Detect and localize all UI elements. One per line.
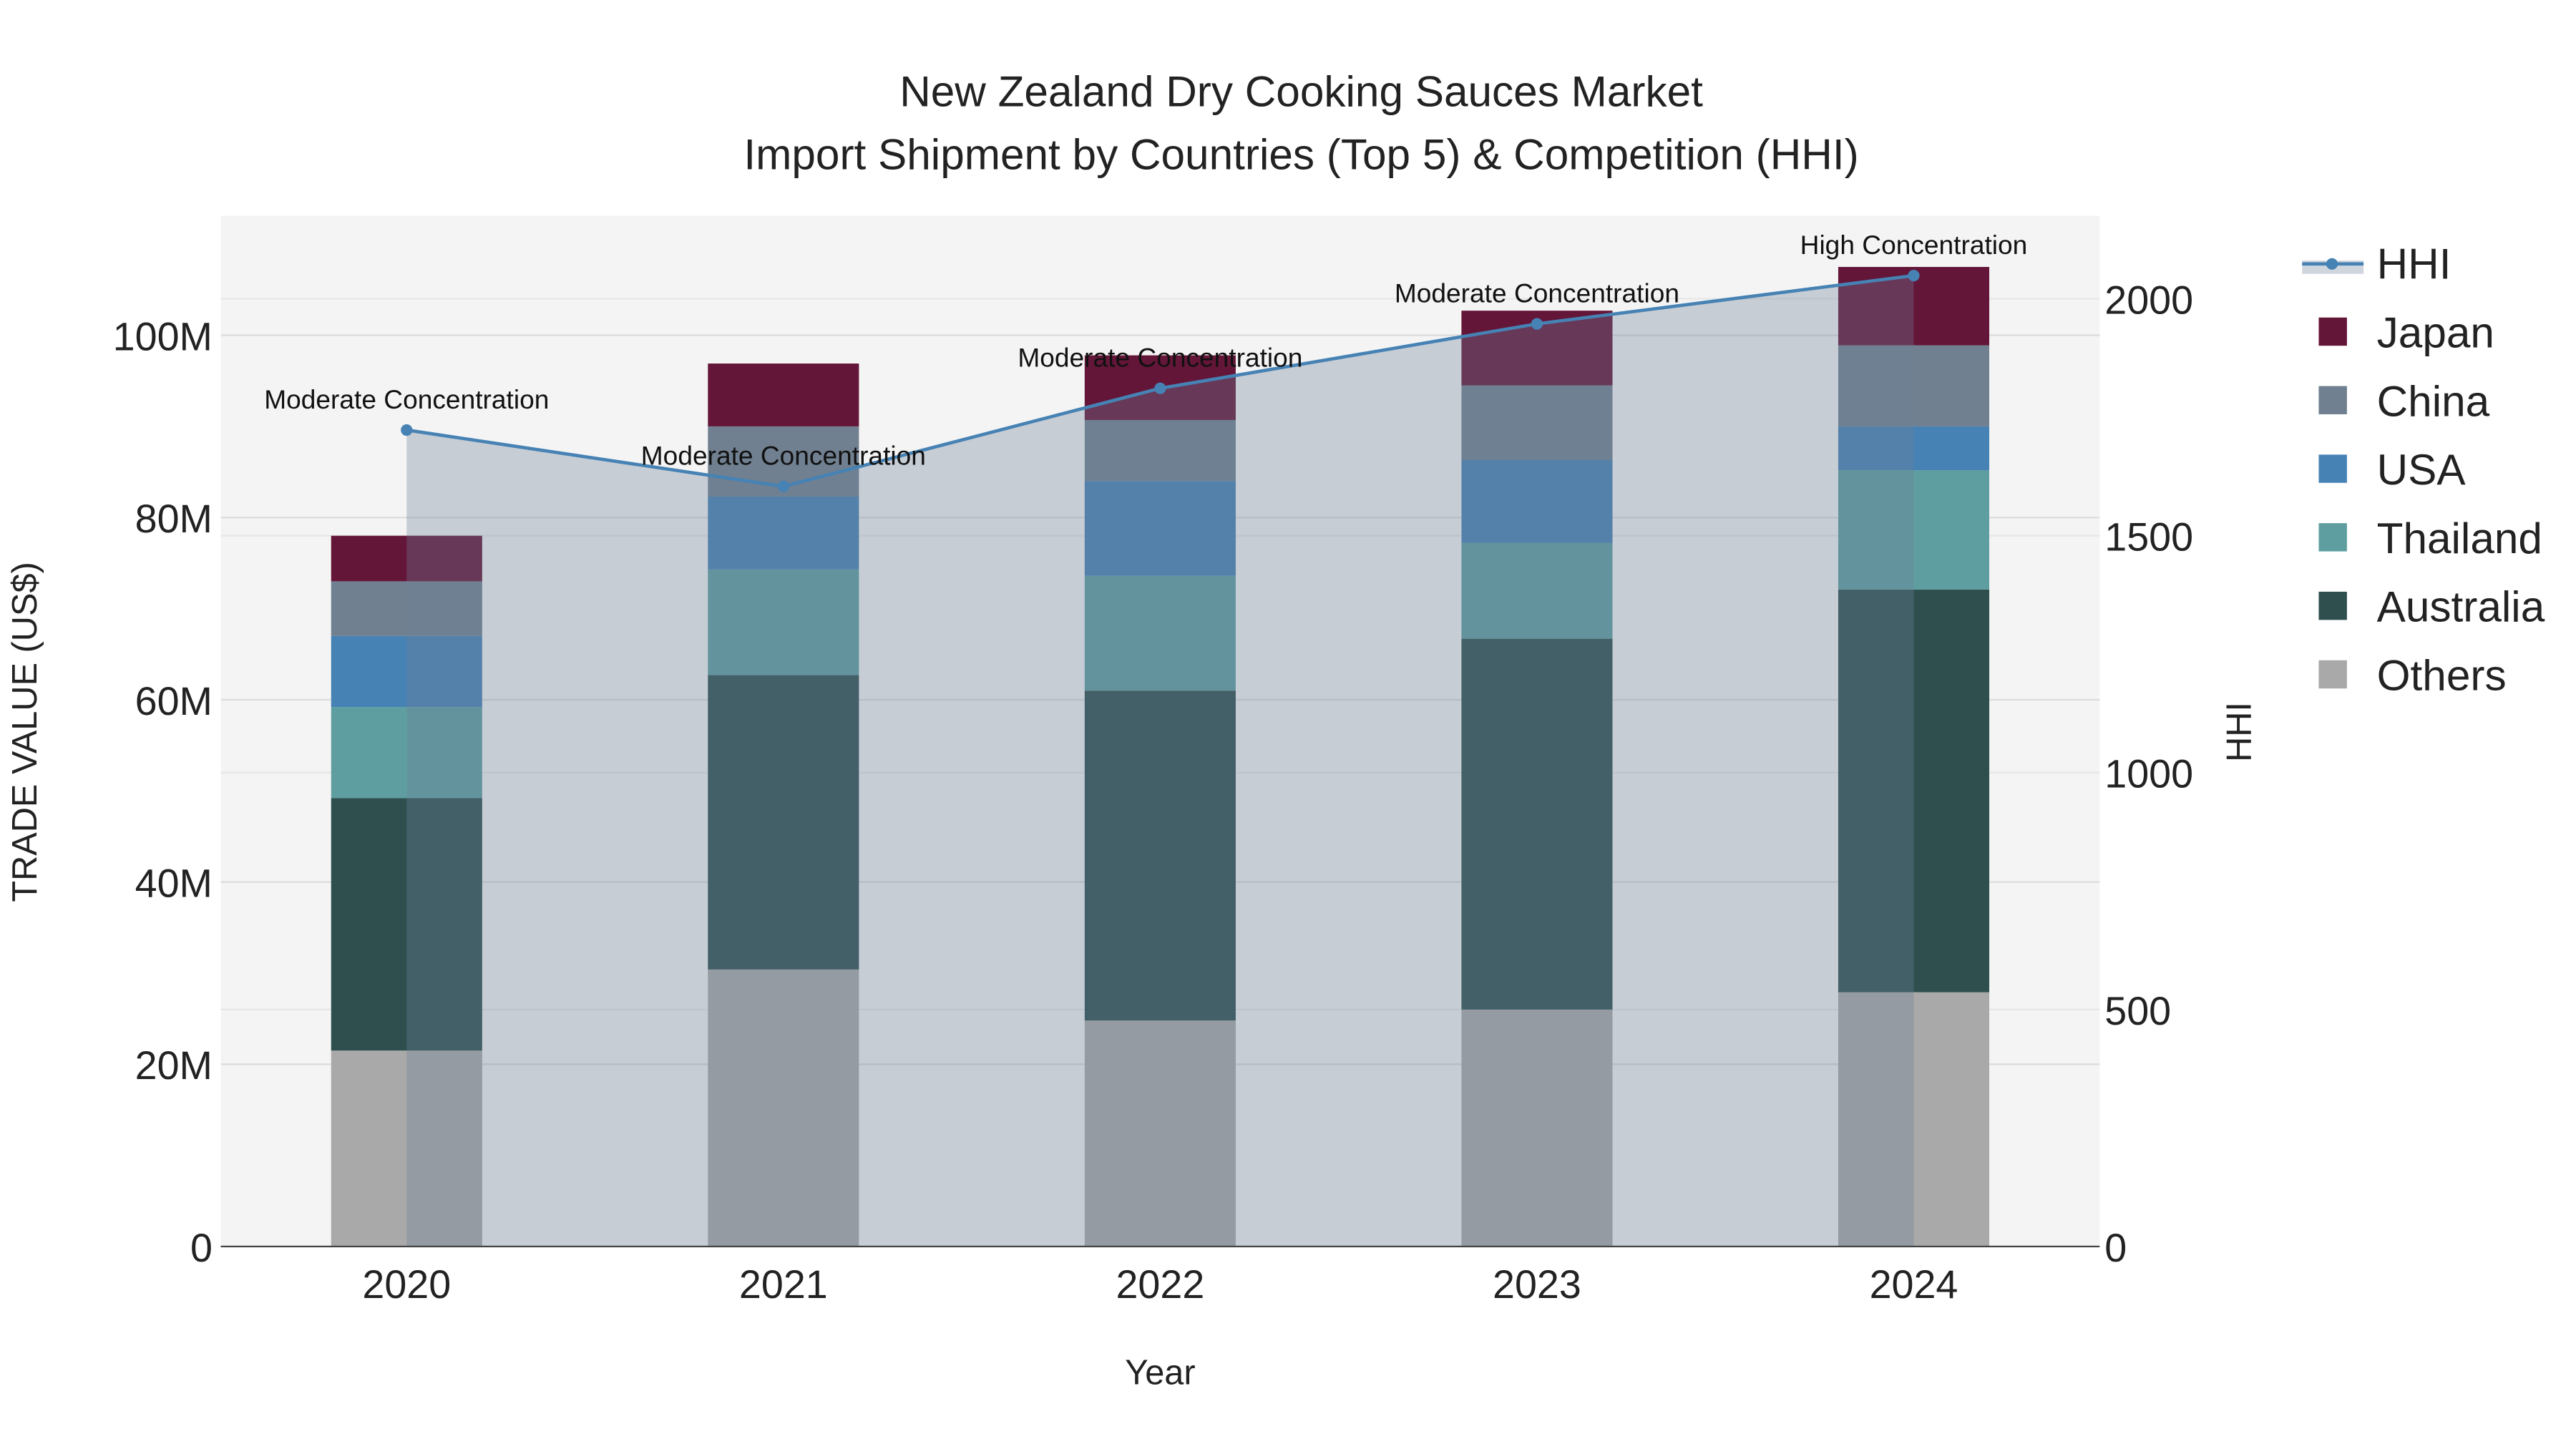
- bar-australia-2023: [1461, 638, 1613, 1010]
- x-tick-label: 2024: [1870, 1262, 1958, 1307]
- legend-label-thailand: Thailand: [2377, 514, 2542, 562]
- hhi-annotation-2021: Moderate Concentration: [641, 441, 926, 471]
- legend-label-australia: Australia: [2377, 582, 2545, 631]
- legend-swatch-china: [2318, 386, 2347, 414]
- y-tick-label: 100M: [113, 314, 213, 358]
- y2-tick-label: 500: [2104, 989, 2171, 1033]
- bar-japan-2020: [331, 535, 482, 582]
- y2-tick-label: 1500: [2104, 515, 2193, 560]
- bar-china-2020: [331, 581, 482, 636]
- legend-swatch-usa: [2318, 454, 2347, 483]
- hhi-point-2024: [1908, 269, 1920, 282]
- y-tick-label: 60M: [135, 679, 213, 723]
- y-tick-label: 20M: [135, 1043, 213, 1088]
- y-tick-label: 0: [190, 1226, 213, 1270]
- y-tick-label: 80M: [135, 497, 213, 541]
- bar-others-2020: [331, 1050, 482, 1247]
- y2-tick-label: 1000: [2104, 752, 2193, 796]
- hhi-annotation-2022: Moderate Concentration: [1018, 343, 1302, 373]
- hhi-point-2022: [1154, 382, 1166, 394]
- bar-australia-2020: [331, 798, 482, 1051]
- hhi-point-2020: [401, 424, 413, 436]
- bar-others-2023: [1461, 1009, 1613, 1247]
- bar-usa-2022: [1084, 481, 1236, 576]
- chart-title: New Zealand Dry Cooking Sauces Market: [899, 67, 1703, 115]
- hhi-point-2021: [777, 480, 789, 492]
- y2-tick-label: 0: [2104, 1226, 2127, 1270]
- y-axis-ticks: 0 20M 40M 60M 80M 100M: [113, 314, 213, 1269]
- bar-others-2024: [1838, 992, 1990, 1247]
- hhi-annotation-2024: High Concentration: [1800, 230, 2028, 260]
- legend: HHI Japan China USA Thailand Australia Others: [2302, 240, 2545, 699]
- legend-label-hhi: HHI: [2377, 240, 2451, 288]
- legend-label-others: Others: [2377, 650, 2507, 699]
- y2-tick-label: 2000: [2104, 278, 2193, 322]
- y-axis-label: TRADE VALUE (US$): [6, 562, 44, 902]
- bar-thailand-2023: [1461, 542, 1613, 639]
- bar-thailand-2020: [331, 707, 482, 799]
- legend-label-usa: USA: [2377, 445, 2467, 494]
- x-tick-label: 2020: [362, 1262, 451, 1307]
- bar-usa-2024: [1838, 426, 1990, 471]
- x-axis-label: Year: [1125, 1354, 1195, 1392]
- y2-axis-label: HHI: [2220, 702, 2258, 762]
- x-tick-label: 2021: [739, 1262, 828, 1307]
- bar-thailand-2024: [1838, 470, 1990, 590]
- legend-swatch-thailand: [2318, 523, 2347, 552]
- y-tick-label: 40M: [135, 862, 213, 906]
- chart-subtitle: Import Shipment by Countries (Top 5) & C…: [743, 130, 1858, 179]
- bar-australia-2021: [708, 675, 859, 970]
- x-axis-ticks: 2020 2021 2022 2023 2024: [362, 1262, 1958, 1307]
- bar-usa-2020: [331, 635, 482, 708]
- hhi-point-2023: [1531, 318, 1543, 330]
- legend-hhi-marker: [2326, 258, 2338, 270]
- hhi-layer: Moderate Concentration Moderate Concentra…: [264, 230, 2028, 1247]
- legend-label-japan: Japan: [2377, 308, 2494, 356]
- bar-others-2022: [1084, 1020, 1236, 1247]
- y2-axis-ticks: 0 500 1000 1500 2000: [2104, 278, 2193, 1269]
- bar-australia-2022: [1084, 691, 1236, 1021]
- hhi-annotation-2023: Moderate Concentration: [1395, 278, 1679, 308]
- bar-australia-2024: [1838, 589, 1990, 992]
- bar-thailand-2022: [1084, 575, 1236, 691]
- bar-japan-2021: [708, 364, 859, 426]
- bar-china-2022: [1084, 419, 1236, 482]
- bar-usa-2021: [708, 496, 859, 570]
- bar-usa-2023: [1461, 460, 1613, 543]
- x-tick-label: 2022: [1116, 1262, 1204, 1307]
- bar-china-2024: [1838, 345, 1990, 426]
- legend-swatch-australia: [2318, 591, 2347, 620]
- bar-thailand-2021: [708, 569, 859, 675]
- hhi-area: [406, 275, 1914, 1247]
- bar-china-2023: [1461, 385, 1613, 461]
- legend-swatch-others: [2318, 660, 2347, 689]
- hhi-annotation-2020: Moderate Concentration: [264, 384, 549, 414]
- bar-others-2021: [708, 969, 859, 1247]
- legend-swatch-japan: [2318, 317, 2347, 346]
- x-tick-label: 2023: [1493, 1262, 1581, 1307]
- legend-label-china: China: [2377, 376, 2490, 425]
